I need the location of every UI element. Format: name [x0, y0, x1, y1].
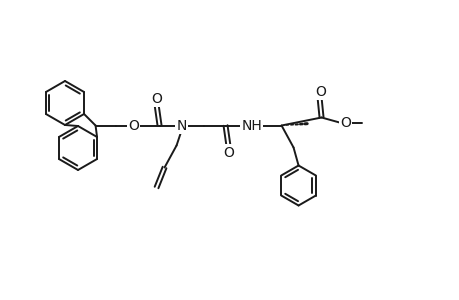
- Text: O: O: [339, 116, 350, 130]
- Text: O: O: [151, 92, 162, 106]
- Text: O: O: [128, 118, 139, 133]
- Text: N: N: [176, 118, 186, 133]
- Text: O: O: [314, 85, 325, 98]
- Text: NH: NH: [241, 118, 261, 133]
- Text: O: O: [223, 146, 234, 160]
